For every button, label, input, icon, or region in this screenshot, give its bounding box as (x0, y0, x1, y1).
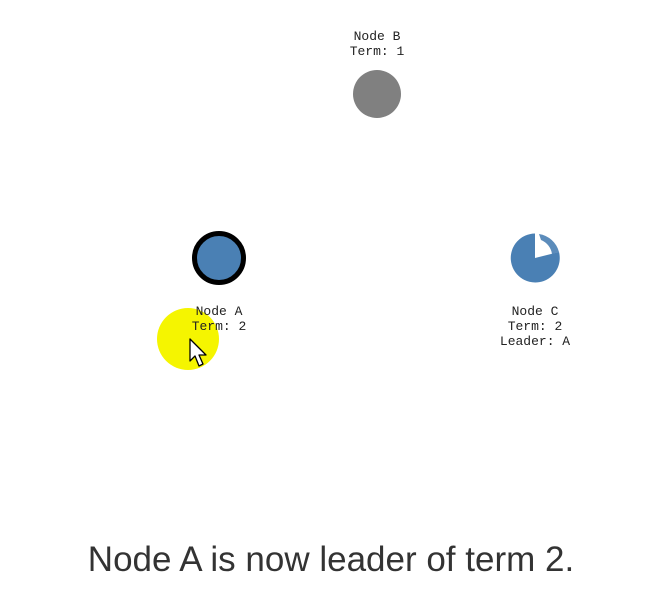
node-c[interactable]: Node C Term: 2 Leader: A (500, 233, 570, 350)
node-c-term: Term: 2 (508, 319, 563, 334)
node-a-circle (192, 231, 246, 285)
node-a-labels: Node A Term: 2 (192, 304, 247, 334)
node-b-name: Node B (354, 29, 401, 44)
node-b-circle (353, 70, 401, 118)
node-c-leader: Leader: A (500, 334, 570, 349)
node-a[interactable] (192, 231, 246, 285)
node-a-name: Node A (196, 304, 243, 319)
node-b-term: Term: 1 (350, 44, 405, 59)
node-a-term: Term: 2 (192, 319, 247, 334)
node-b[interactable]: Node B Term: 1 (350, 29, 405, 118)
arrow-pointer-icon (189, 338, 207, 367)
node-c-name: Node C (512, 304, 559, 319)
node-c-circle (510, 233, 560, 283)
node-c-timer-arc (539, 234, 559, 254)
caption: Node A is now leader of term 2. (87, 540, 575, 579)
